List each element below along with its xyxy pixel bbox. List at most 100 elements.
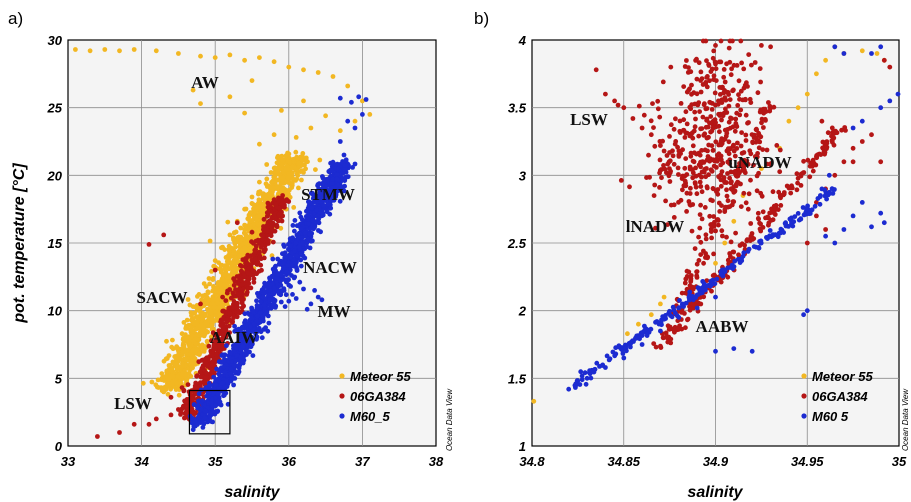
data-point-06ga384 — [212, 267, 218, 273]
x-tick-label: 33 — [61, 454, 76, 469]
data-point-06ga384 — [850, 159, 856, 165]
data-point-06ga384 — [220, 294, 226, 300]
data-point-06ga384 — [260, 237, 265, 242]
data-point-meteor-55 — [245, 216, 251, 222]
data-point-m60-5 — [215, 392, 221, 397]
data-point-06ga384 — [716, 59, 722, 65]
data-point-meteor-55 — [301, 67, 306, 73]
data-point-meteor-55 — [180, 342, 186, 348]
data-point-m60-5 — [233, 358, 239, 364]
panel-b: b) 34.8 34.85 34.9 34.95 35 1 1.5 2 2.5 3 3.5 4 sa… — [474, 9, 910, 501]
data-point-m60-5 — [592, 366, 598, 372]
data-point-06ga384 — [694, 261, 700, 267]
data-point-meteor-55 — [256, 213, 262, 219]
data-point-meteor-55 — [221, 282, 227, 287]
data-point-m60-5 — [767, 228, 773, 233]
data-point-m60-5 — [270, 256, 276, 262]
data-point-06ga384 — [707, 158, 712, 164]
data-point-06ga384 — [198, 301, 203, 307]
data-point-06ga384 — [739, 60, 744, 66]
data-point-06ga384 — [267, 208, 273, 214]
data-point-06ga384 — [706, 63, 712, 68]
data-point-meteor-55 — [212, 258, 218, 263]
data-point-meteor-55 — [250, 218, 255, 223]
data-point-06ga384 — [236, 308, 242, 314]
data-point-m60-5 — [686, 295, 692, 300]
y-tick-label: 10 — [48, 304, 63, 319]
data-point-meteor-55 — [174, 344, 180, 350]
data-point-06ga384 — [694, 273, 700, 279]
data-point-meteor-55 — [198, 53, 203, 59]
data-point-meteor-55 — [207, 238, 213, 244]
data-point-06ga384 — [651, 193, 657, 199]
data-point-meteor-55 — [795, 105, 801, 111]
data-point-m60-5 — [278, 299, 284, 305]
data-point-06ga384 — [767, 103, 773, 109]
data-point-06ga384 — [703, 124, 709, 130]
data-point-m60-5 — [232, 376, 238, 381]
data-point-06ga384 — [198, 374, 204, 380]
data-point-06ga384 — [688, 278, 694, 283]
data-point-m60-5 — [293, 240, 299, 246]
data-point-06ga384 — [234, 220, 240, 226]
data-point-m60-5 — [757, 239, 762, 244]
data-point-m60-5 — [227, 355, 233, 361]
water-mass-label-lnadw: lNADW — [626, 217, 685, 236]
data-point-m60-5 — [349, 99, 354, 105]
data-point-m60-5 — [250, 309, 256, 315]
data-point-m60-5 — [292, 248, 297, 254]
data-point-m60-5 — [859, 118, 865, 124]
data-point-06ga384 — [234, 274, 240, 279]
data-point-06ga384 — [709, 107, 715, 112]
data-point-m60-5 — [217, 399, 223, 405]
data-point-06ga384 — [760, 225, 766, 230]
data-point-m60-5 — [667, 308, 672, 314]
data-point-m60-5 — [265, 328, 271, 334]
data-point-06ga384 — [698, 239, 704, 245]
data-point-06ga384 — [280, 213, 285, 219]
data-point-06ga384 — [736, 78, 742, 84]
data-point-06ga384 — [671, 161, 677, 167]
data-point-06ga384 — [722, 95, 728, 101]
data-point-meteor-55 — [337, 128, 343, 134]
data-point-m60-5 — [663, 313, 668, 318]
data-point-meteor-55 — [367, 112, 373, 117]
data-point-m60-5 — [616, 344, 622, 350]
data-point-meteor-55 — [256, 197, 262, 203]
data-point-meteor-55 — [161, 378, 167, 383]
water-mass-label-aabw: AABW — [696, 317, 749, 336]
data-point-06ga384 — [710, 148, 716, 153]
data-point-06ga384 — [699, 126, 705, 131]
data-point-meteor-55 — [211, 263, 217, 269]
data-point-m60-5 — [869, 224, 874, 230]
data-point-meteor-55 — [155, 377, 161, 383]
data-point-06ga384 — [699, 160, 705, 166]
data-point-06ga384 — [263, 247, 268, 252]
data-point-06ga384 — [689, 82, 694, 88]
data-point-meteor-55 — [207, 310, 213, 316]
data-point-meteor-55 — [722, 240, 728, 246]
data-point-m60-5 — [275, 256, 281, 262]
data-point-06ga384 — [657, 168, 663, 173]
data-point-06ga384 — [778, 195, 783, 201]
data-point-06ga384 — [146, 421, 152, 427]
data-point-06ga384 — [831, 135, 837, 141]
data-point-meteor-55 — [285, 175, 291, 181]
data-point-m60-5 — [224, 343, 229, 349]
data-point-m60-5 — [334, 172, 340, 178]
data-point-06ga384 — [732, 128, 738, 134]
data-point-06ga384 — [663, 198, 668, 204]
data-point-meteor-55 — [227, 232, 233, 238]
data-point-m60-5 — [320, 211, 326, 217]
data-point-06ga384 — [131, 421, 137, 427]
x-tick-label: 37 — [355, 454, 370, 469]
data-point-06ga384 — [765, 214, 771, 220]
data-point-m60-5 — [360, 112, 365, 117]
data-point-06ga384 — [682, 165, 688, 171]
data-point-meteor-55 — [226, 274, 232, 280]
data-point-m60-5 — [654, 319, 660, 324]
data-point-06ga384 — [728, 239, 734, 245]
data-point-06ga384 — [755, 90, 761, 96]
data-point-m60-5 — [296, 244, 302, 250]
